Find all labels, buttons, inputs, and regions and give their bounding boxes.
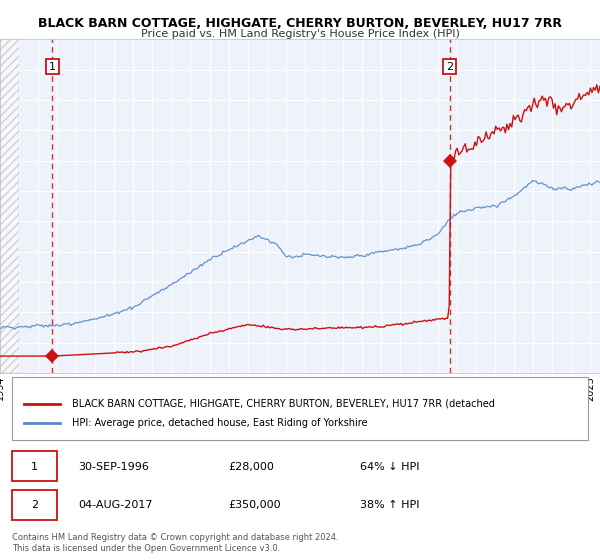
Text: 04-AUG-2017: 04-AUG-2017 [78, 501, 152, 510]
Text: BLACK BARN COTTAGE, HIGHGATE, CHERRY BURTON, BEVERLEY, HU17 7RR (detached: BLACK BARN COTTAGE, HIGHGATE, CHERRY BUR… [72, 399, 495, 409]
Text: Price paid vs. HM Land Registry's House Price Index (HPI): Price paid vs. HM Land Registry's House … [140, 29, 460, 39]
Text: 64% ↓ HPI: 64% ↓ HPI [360, 462, 419, 472]
Text: £28,000: £28,000 [228, 462, 274, 472]
Text: 2: 2 [31, 501, 38, 510]
Polygon shape [0, 39, 19, 373]
Text: 38% ↑ HPI: 38% ↑ HPI [360, 501, 419, 510]
Text: 1: 1 [49, 62, 56, 72]
FancyBboxPatch shape [12, 451, 57, 481]
Text: Contains HM Land Registry data © Crown copyright and database right 2024.: Contains HM Land Registry data © Crown c… [12, 533, 338, 542]
Text: This data is licensed under the Open Government Licence v3.0.: This data is licensed under the Open Gov… [12, 544, 280, 553]
Text: HPI: Average price, detached house, East Riding of Yorkshire: HPI: Average price, detached house, East… [72, 418, 367, 428]
FancyBboxPatch shape [12, 490, 57, 520]
Text: BLACK BARN COTTAGE, HIGHGATE, CHERRY BURTON, BEVERLEY, HU17 7RR: BLACK BARN COTTAGE, HIGHGATE, CHERRY BUR… [38, 17, 562, 30]
Text: 2: 2 [446, 62, 453, 72]
FancyBboxPatch shape [12, 376, 588, 440]
Text: £350,000: £350,000 [228, 501, 281, 510]
Text: 1: 1 [31, 462, 38, 472]
Text: 30-SEP-1996: 30-SEP-1996 [78, 462, 149, 472]
